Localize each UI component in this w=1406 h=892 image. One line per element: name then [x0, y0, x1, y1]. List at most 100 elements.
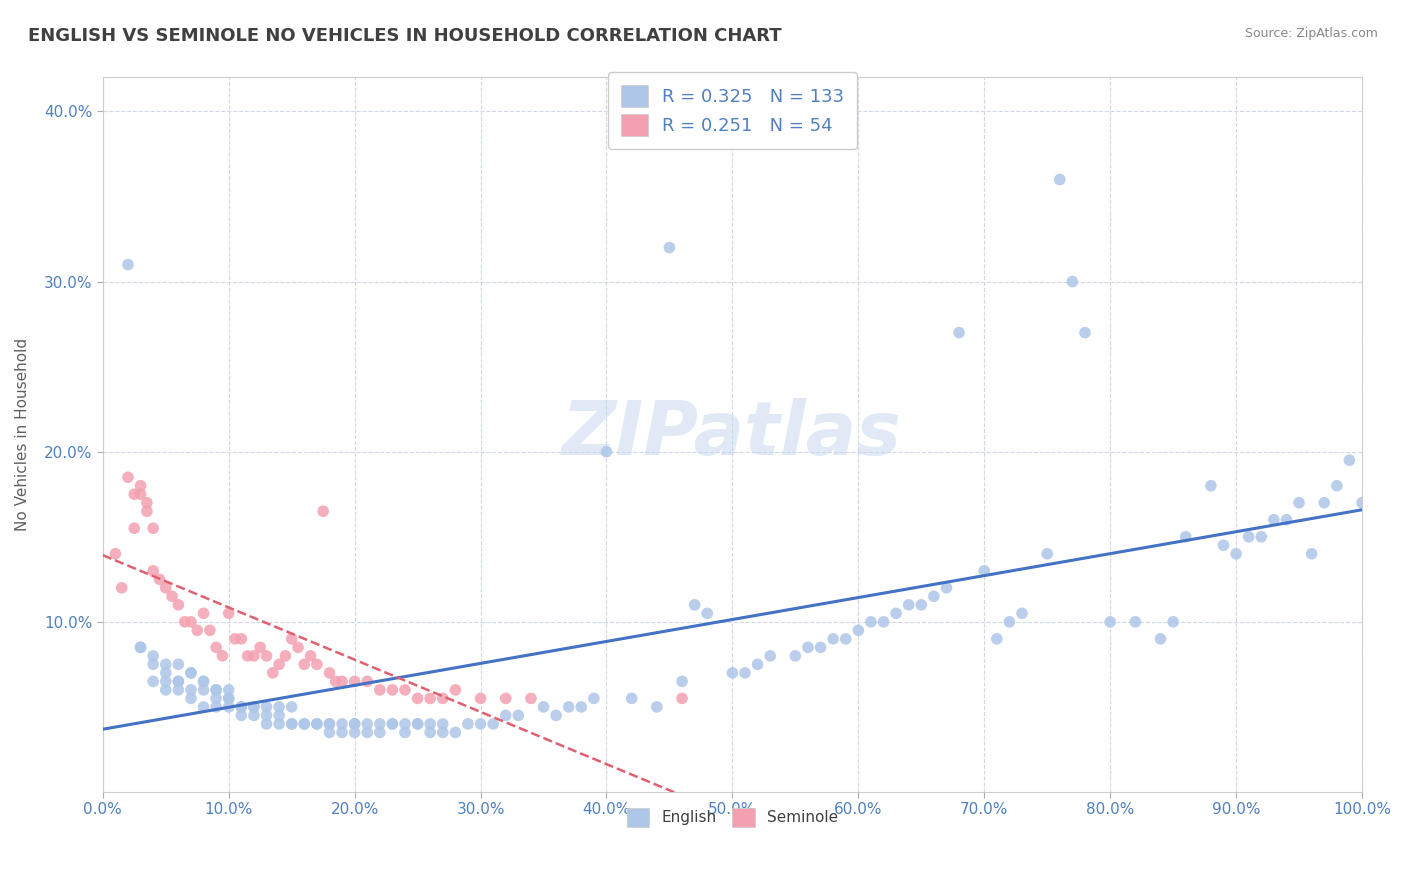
Point [193, 682, 215, 697]
Point [432, 691, 454, 706]
Point [1074, 326, 1097, 340]
Point [1099, 615, 1122, 629]
Point [180, 615, 202, 629]
Point [356, 717, 378, 731]
Point [142, 674, 165, 689]
Point [218, 691, 240, 706]
Point [305, 717, 328, 731]
Point [645, 699, 668, 714]
Point [135, 496, 157, 510]
Point [1174, 530, 1197, 544]
Point [280, 699, 302, 714]
Point [155, 657, 177, 672]
Point [205, 699, 228, 714]
Point [167, 598, 190, 612]
Point [470, 691, 492, 706]
Point [142, 648, 165, 663]
Point [671, 691, 693, 706]
Point [117, 470, 139, 484]
Point [368, 682, 391, 697]
Point [287, 640, 309, 655]
Point [1288, 496, 1310, 510]
Point [658, 241, 681, 255]
Point [482, 717, 505, 731]
Point [193, 607, 215, 621]
Point [155, 581, 177, 595]
Point [249, 640, 271, 655]
Point [211, 648, 233, 663]
Point [167, 657, 190, 672]
Point [797, 640, 820, 655]
Point [419, 691, 441, 706]
Point [846, 624, 869, 638]
Point [167, 674, 190, 689]
Point [683, 598, 706, 612]
Point [394, 717, 416, 731]
Point [1011, 607, 1033, 621]
Point [104, 547, 127, 561]
Point [231, 708, 253, 723]
Point [330, 674, 353, 689]
Legend: English, Seminole: English, Seminole [619, 800, 846, 834]
Point [280, 632, 302, 646]
Point [180, 665, 202, 680]
Point [231, 632, 253, 646]
Point [444, 682, 467, 697]
Point [142, 657, 165, 672]
Point [256, 648, 278, 663]
Point [218, 699, 240, 714]
Point [1062, 275, 1084, 289]
Point [243, 699, 266, 714]
Point [1313, 496, 1336, 510]
Y-axis label: No Vehicles in Household: No Vehicles in Household [15, 338, 30, 532]
Point [186, 624, 208, 638]
Text: ZIPatlas: ZIPatlas [562, 398, 903, 471]
Point [394, 682, 416, 697]
Point [759, 648, 782, 663]
Point [124, 487, 146, 501]
Point [129, 479, 152, 493]
Point [167, 674, 190, 689]
Point [292, 717, 315, 731]
Point [1049, 172, 1071, 186]
Point [305, 717, 328, 731]
Point [859, 615, 882, 629]
Point [330, 725, 353, 739]
Point [1036, 547, 1059, 561]
Point [205, 682, 228, 697]
Point [193, 699, 215, 714]
Point [117, 258, 139, 272]
Point [470, 717, 492, 731]
Point [256, 699, 278, 714]
Point [520, 691, 543, 706]
Point [142, 521, 165, 535]
Point [381, 717, 404, 731]
Point [1225, 547, 1247, 561]
Point [312, 504, 335, 518]
Point [205, 691, 228, 706]
Point [419, 717, 441, 731]
Point [1123, 615, 1146, 629]
Point [198, 624, 221, 638]
Point [533, 699, 555, 714]
Point [432, 717, 454, 731]
Point [1263, 513, 1285, 527]
Point [111, 581, 134, 595]
Point [356, 725, 378, 739]
Point [948, 326, 970, 340]
Point [1339, 453, 1361, 467]
Point [205, 682, 228, 697]
Point [129, 640, 152, 655]
Point [318, 725, 340, 739]
Point [823, 632, 845, 646]
Point [696, 607, 718, 621]
Point [343, 717, 366, 731]
Point [280, 717, 302, 731]
Point [406, 691, 429, 706]
Point [325, 674, 347, 689]
Point [872, 615, 894, 629]
Point [318, 665, 340, 680]
Point [569, 699, 592, 714]
Point [1161, 615, 1184, 629]
Point [973, 564, 995, 578]
